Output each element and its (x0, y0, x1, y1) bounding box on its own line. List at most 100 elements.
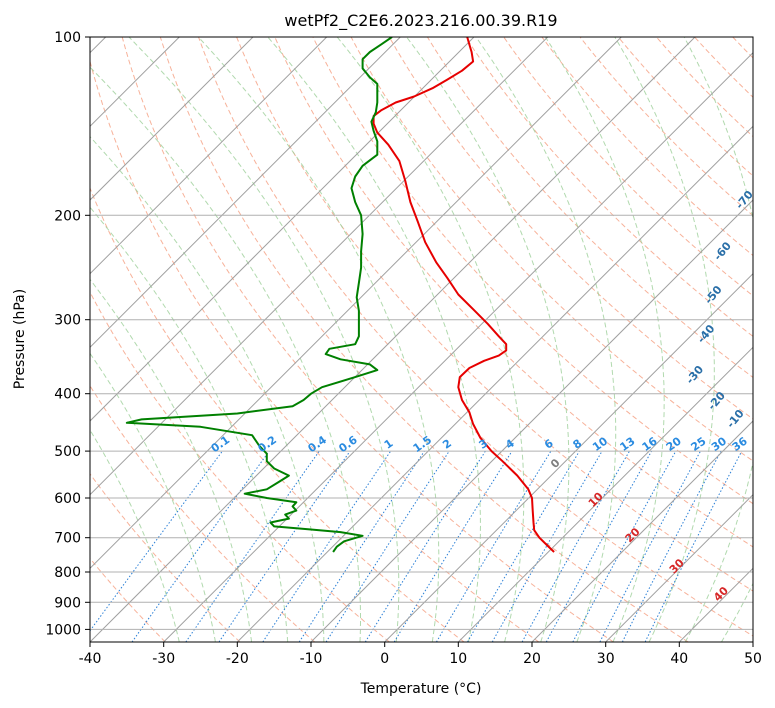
x-tick-label: -10 (300, 651, 323, 667)
isotherm-line (90, 37, 696, 642)
moist-adiabat-line (90, 206, 289, 642)
x-tick-label: 30 (597, 651, 615, 667)
dry-adiabat-line (198, 37, 753, 637)
moist-adiabat-line (336, 37, 525, 642)
moist-adiabat-line (90, 66, 361, 642)
moist-adiabat-line (475, 37, 617, 642)
isotherm-line (384, 272, 753, 642)
y-tick-label: 200 (54, 208, 81, 224)
dry-adiabat-line (121, 37, 614, 642)
mixing-ratio-label: 0.2 (256, 433, 279, 455)
y-axis-ticks: 100 200 300 400 500 600 700 800 900 1000 (45, 30, 90, 638)
moist-adiabat-label: 10 (586, 490, 606, 510)
dry-adiabat-line (732, 37, 753, 59)
mixing-ratio-label: 1 (382, 437, 396, 452)
dry-adiabat-line (388, 37, 753, 420)
isotherm-line (531, 420, 753, 642)
moist-adiabat-label: 30 (667, 556, 687, 576)
isotherm-line (90, 37, 401, 349)
y-tick-label: 1000 (45, 622, 81, 638)
dry-adiabat-line (656, 37, 753, 138)
isotherm-line (236, 125, 753, 642)
dry-adiabat-label: -10 (724, 407, 747, 431)
mixing-ratio-line (185, 450, 320, 642)
pressure-grid (90, 37, 753, 630)
temperature-line (372, 37, 555, 553)
dry-adiabat-label: -80 (755, 144, 775, 168)
x-tick-label: 10 (449, 651, 467, 667)
mixing-ratio-line (545, 450, 653, 642)
dry-adiabat-line (90, 186, 465, 642)
mixing-ratio-label: 0.4 (306, 433, 330, 455)
mixing-ratio-line (298, 450, 425, 642)
isotherm-line (90, 37, 254, 201)
y-tick-label: 900 (54, 595, 81, 611)
y-tick-label: 400 (54, 387, 81, 403)
mixing-ratio-line (621, 450, 722, 642)
x-axis-ticks: -40 -30 -20 -10 0 10 20 30 40 50 (79, 642, 762, 667)
dry-adiabat-line (90, 384, 316, 642)
dry-adiabat-label: -40 (695, 322, 718, 346)
y-axis-label: Pressure (hPa) (12, 289, 28, 389)
moist-adiabat-line (128, 37, 400, 642)
isotherm-line (90, 37, 549, 496)
mixing-ratio-line (262, 450, 392, 642)
y-tick-label: 500 (54, 444, 81, 460)
dry-adiabat-line (503, 37, 753, 297)
x-tick-label: 0 (380, 651, 389, 667)
mixing-ratio-line (90, 450, 223, 632)
isotherm-line (90, 37, 475, 422)
mixing-ratio-label: 0.1 (209, 433, 232, 455)
mixing-ratio-label: 2 (440, 437, 454, 452)
moist-adiabat-line (198, 37, 440, 642)
mixing-ratio-line (364, 450, 486, 642)
dry-adiabat-line (274, 37, 753, 548)
moist-adiabat-line (267, 37, 481, 642)
dry-adiabat-label: -20 (705, 389, 728, 413)
x-tick-label: -20 (226, 651, 249, 667)
dry-adiabat-line (90, 472, 241, 642)
mixing-ratio-label: 3 (477, 437, 491, 452)
mixing-ratio-line (572, 450, 677, 642)
mixing-ratio-line (644, 450, 743, 642)
profile-series (125, 37, 555, 553)
moist-adiabat-line (614, 37, 715, 642)
x-tick-label: -30 (152, 651, 175, 667)
isotherm-line (752, 641, 753, 642)
mixing-ratio-label: 6 (542, 437, 556, 452)
dry-adiabat-line (159, 37, 689, 642)
x-tick-label: 20 (523, 651, 541, 667)
mixing-ratio-line (393, 450, 513, 642)
isotherm-line (163, 51, 753, 642)
dry-adiabat-label: -30 (683, 363, 706, 387)
x-axis-label: Temperature (°C) (360, 681, 482, 697)
moist-adiabat-line (90, 278, 253, 642)
moist-adiabat-line (90, 429, 180, 642)
mixing-ratio-line (599, 450, 701, 642)
y-tick-label: 800 (54, 565, 81, 581)
x-tick-label: 40 (670, 651, 688, 667)
y-tick-label: 100 (54, 30, 81, 46)
mixing-ratio-line (218, 450, 351, 642)
dry-adiabat-line (90, 59, 540, 642)
mixing-ratio-label: 1.5 (411, 433, 434, 455)
plot-frame (89, 36, 754, 643)
y-tick-label: 700 (54, 531, 81, 547)
moist-adiabat-line (544, 37, 665, 642)
dry-adiabat-line (771, 37, 775, 642)
background-lines (90, 37, 775, 642)
moist-adiabat-label: 0 (548, 456, 563, 471)
moist-adiabat-line (406, 37, 570, 642)
isotherm-line (90, 37, 328, 275)
mixing-ratio-label: 4 (503, 437, 517, 452)
line-labels: 0.10.20.40.611.52346810131620253036-100-… (209, 144, 775, 604)
mixing-ratio-line (435, 450, 552, 642)
x-tick-label: -40 (79, 651, 102, 667)
mixing-ratio-line (131, 450, 270, 642)
x-tick-label: 50 (744, 651, 762, 667)
isotherm-line (457, 346, 753, 642)
dry-adiabat-line (426, 37, 753, 379)
isotherm-line (90, 37, 622, 570)
mixing-ratio-label: 0.6 (336, 433, 360, 455)
